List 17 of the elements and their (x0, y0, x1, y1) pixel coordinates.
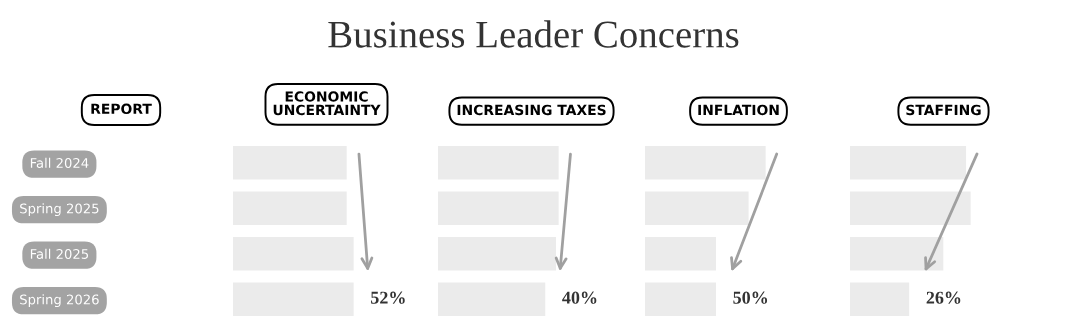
chart-title: STAFFING (906, 104, 981, 116)
y-tick-label: Spring 2025 (20, 203, 99, 217)
bar (850, 236, 944, 271)
chart-title: ECONOMIC UNCERTAINTY (273, 91, 381, 116)
bar (850, 191, 971, 226)
text: Business Leader Concerns (328, 20, 739, 48)
data-label: 26% (926, 291, 961, 304)
y-axis-title: REPORT (91, 103, 152, 115)
chart-title: INCREASING TAXES (457, 104, 606, 116)
y-tick-label: Spring 2026 (20, 294, 99, 308)
chart-title: INFLATION (698, 104, 779, 116)
data-label: 40% (562, 291, 597, 304)
data-label: 52% (371, 291, 405, 304)
y-tick-label: Fall 2025 (30, 248, 89, 259)
bar (850, 145, 967, 180)
data-label: 50% (733, 291, 768, 304)
y-tick-label: Fall 2024 (30, 157, 89, 168)
